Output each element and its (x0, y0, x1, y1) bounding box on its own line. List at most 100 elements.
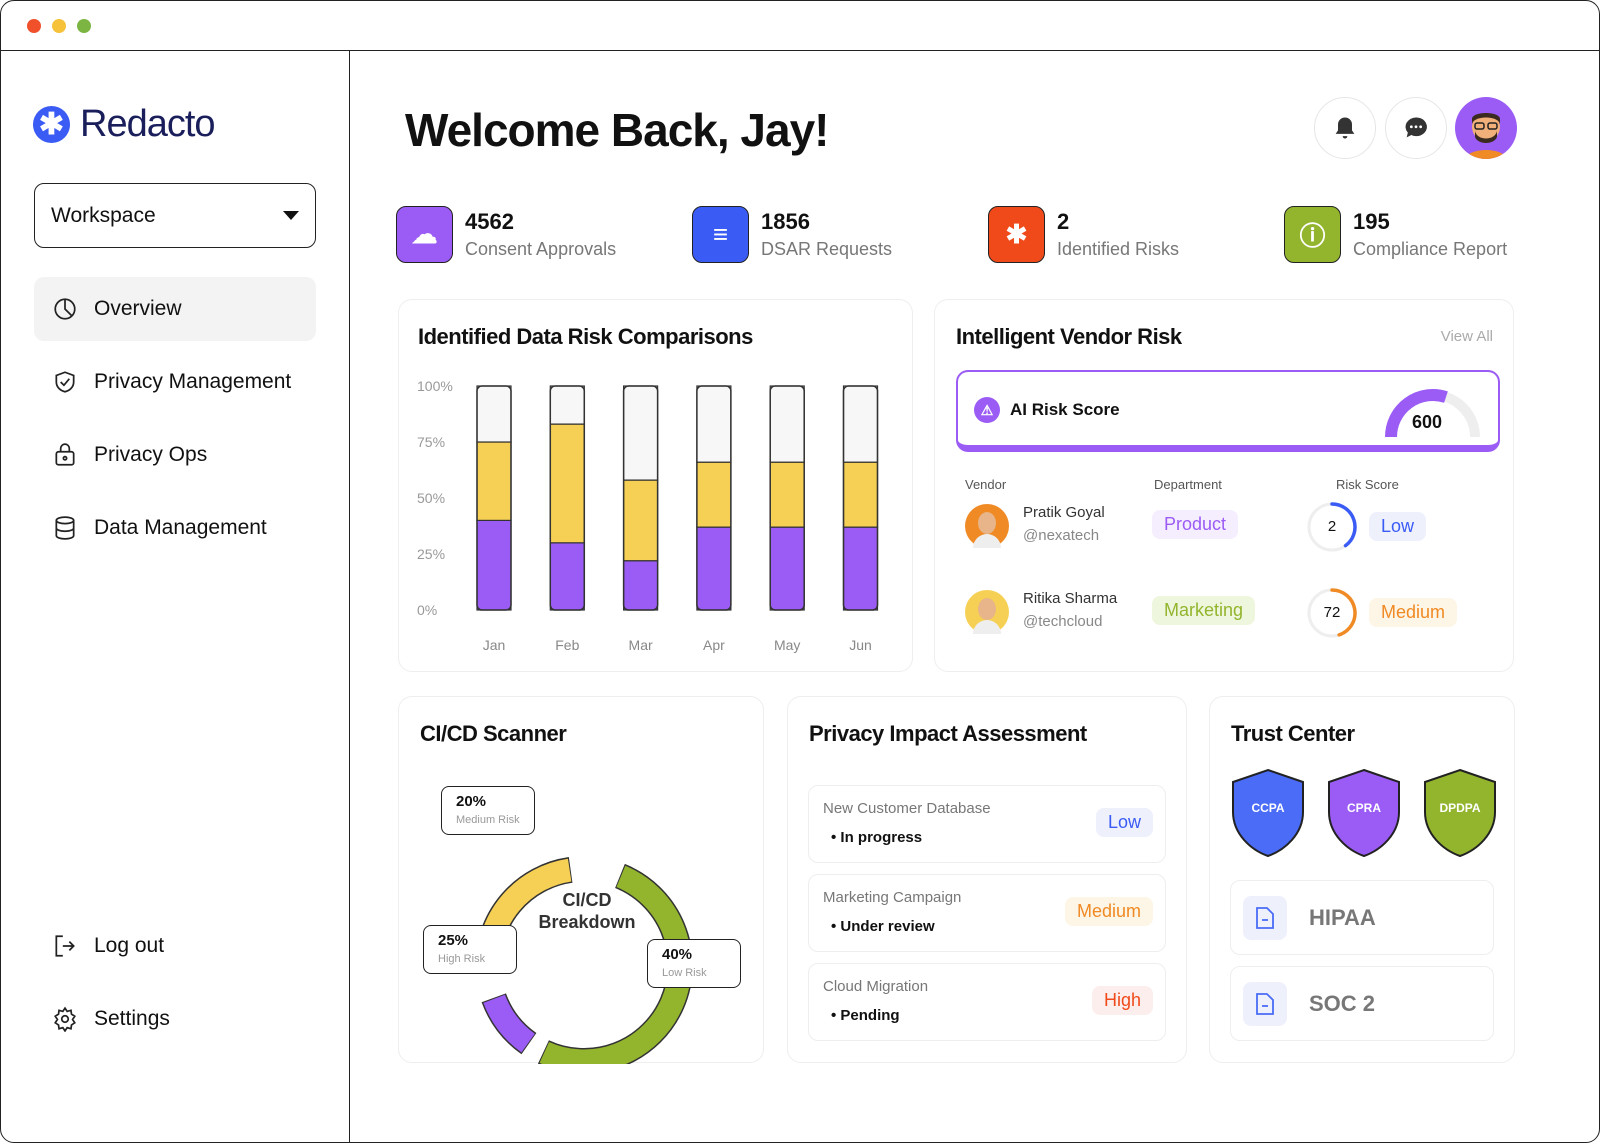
bar-segment[interactable] (696, 461, 732, 528)
risk-level-badge: Low (1369, 512, 1427, 541)
status-text: In progress (840, 829, 923, 846)
bar-segment[interactable] (476, 519, 512, 611)
vendor-handle: @nexatech (1023, 527, 1100, 544)
workspace-dropdown[interactable]: Workspace (34, 183, 316, 248)
nav-label: Data Management (94, 516, 267, 539)
medium-risk-label: 20% Medium Risk (441, 786, 535, 835)
cicd-donut-chart (475, 857, 693, 1064)
bar-segment[interactable] (769, 385, 805, 463)
chat-icon (1405, 117, 1427, 138)
risk-score-value: 2 (1327, 518, 1337, 535)
close-window-button[interactable] (27, 19, 41, 33)
x-tick-label: May (774, 637, 800, 653)
compliance-shield-cpra[interactable]: CPRA (1324, 767, 1404, 864)
ai-risk-label: AI Risk Score (1010, 400, 1120, 419)
bar-outline (696, 385, 732, 611)
x-tick-label: Mar (629, 637, 653, 653)
messages-button[interactable] (1385, 97, 1447, 159)
pia-item-name: Marketing Campaign (823, 889, 962, 906)
slice-label: Low Risk (662, 967, 707, 979)
slice-value: 40% (662, 946, 693, 963)
cert-label: SOC 2 (1309, 990, 1376, 1016)
stat-label: DSAR Requests (761, 239, 893, 259)
sidebar-item-privacy-ops[interactable]: Privacy Ops (34, 423, 316, 487)
stat-label: Compliance Report (1353, 239, 1508, 259)
bar-segment[interactable] (623, 385, 659, 481)
maximize-window-button[interactable] (77, 19, 91, 33)
bar-segment[interactable] (696, 526, 732, 611)
pia-level-badge: Low (1095, 808, 1153, 837)
logout-button[interactable]: Log out (34, 914, 316, 978)
pia-level-badge: Medium (1064, 897, 1153, 926)
card-title: Identified Data Risk Comparisons (418, 324, 753, 349)
stat-value: 1856 (761, 209, 810, 234)
app-name: Redacto (80, 103, 216, 145)
bar-segment[interactable] (549, 385, 585, 425)
pia-card: Privacy Impact Assessment New Customer D… (787, 696, 1187, 1063)
compliance-shield-ccpa[interactable]: CCPA (1228, 767, 1308, 864)
stat-consent-approvals[interactable]: ☁ 4562 Consent Approvals (396, 206, 616, 263)
bar-segment[interactable] (549, 542, 585, 611)
pia-item[interactable]: New Customer Database • In progress Low (808, 785, 1166, 863)
donut-slice-low-risk[interactable] (539, 865, 692, 1064)
slice-value: 25% (438, 932, 469, 949)
bar-outline (549, 385, 586, 611)
minimize-window-button[interactable] (52, 19, 66, 33)
logo[interactable]: ✱ Redacto (33, 103, 216, 146)
column-header: Department (1154, 477, 1222, 492)
ai-risk-gauge (1385, 389, 1480, 438)
card-title: Intelligent Vendor Risk (956, 324, 1182, 349)
bar-segment[interactable] (696, 385, 732, 463)
overview-icon (54, 298, 76, 320)
compliance-shield-dpdpa[interactable]: DPDPA (1420, 767, 1500, 864)
title-bar (1, 1, 1599, 51)
notifications-button[interactable] (1314, 97, 1376, 159)
risk-score-ring (1307, 588, 1357, 638)
stat-label: Consent Approvals (465, 239, 617, 259)
center-line: CI/CD (562, 890, 612, 910)
stat-identified-risks[interactable]: ✱ 2 Identified Risks (988, 206, 1179, 263)
y-tick-label: 50% (417, 490, 445, 506)
info-icon: ⓘ (1284, 206, 1341, 263)
bar-segment[interactable] (623, 479, 659, 562)
pia-item[interactable]: Cloud Migration • Pending High (808, 963, 1166, 1041)
slice-label: Medium Risk (456, 814, 520, 826)
bar-segment[interactable] (476, 441, 512, 522)
ai-risk-score-panel: ⚠ AI Risk Score 600 (956, 370, 1500, 452)
bar-segment[interactable] (842, 385, 879, 463)
pia-item-name: New Customer Database (823, 800, 991, 817)
vendor-row[interactable]: Ritika Sharma @techcloud Marketing 72 Me… (965, 582, 1485, 642)
user-avatar[interactable] (1455, 97, 1517, 159)
ring-fill (1330, 502, 1357, 548)
bar-outline (769, 385, 805, 611)
sidebar-item-overview[interactable]: Overview (34, 277, 316, 341)
view-all-link[interactable]: View All (1440, 328, 1493, 345)
sidebar-item-privacy-management[interactable]: Privacy Management (34, 350, 316, 414)
settings-button[interactable]: Settings (34, 987, 316, 1051)
stat-compliance-report[interactable]: ⓘ 195 Compliance Report (1284, 206, 1507, 263)
bar-segment[interactable] (769, 526, 805, 611)
x-tick-label: Apr (703, 637, 725, 653)
cert-soc2[interactable]: SOC 2 (1230, 966, 1494, 1041)
bar-segment[interactable] (769, 461, 805, 528)
bar-segment[interactable] (842, 526, 879, 611)
cicd-scanner-card: CI/CD Scanner CI/CD Breakdown 20% Medium R… (398, 696, 764, 1064)
vendor-row[interactable]: Pratik Goyal @nexatech Product 2 Low (965, 496, 1485, 556)
pia-item[interactable]: Marketing Campaign • Under review Medium (808, 874, 1166, 952)
document-list-icon: ≡ (692, 206, 749, 263)
shield-label: CCPA (1251, 801, 1285, 815)
cert-hipaa[interactable]: HIPAA (1230, 880, 1494, 955)
donut-slice-high-risk[interactable] (483, 994, 536, 1053)
bar-segment[interactable] (623, 560, 659, 611)
bar-segment[interactable] (842, 461, 879, 528)
bar-segment[interactable] (476, 385, 512, 443)
sidebar-item-data-management[interactable]: Data Management (34, 496, 316, 560)
x-tick-label: Jun (849, 637, 872, 653)
nav-label: Privacy Ops (94, 443, 208, 466)
gauge-fill (1385, 389, 1448, 438)
risk-level-badge: Medium (1369, 598, 1458, 627)
stat-dsar-requests[interactable]: ≡ 1856 DSAR Requests (692, 206, 892, 263)
bar-segment[interactable] (549, 423, 585, 544)
document-icon (1243, 981, 1287, 1026)
ring-fill (1330, 588, 1357, 637)
